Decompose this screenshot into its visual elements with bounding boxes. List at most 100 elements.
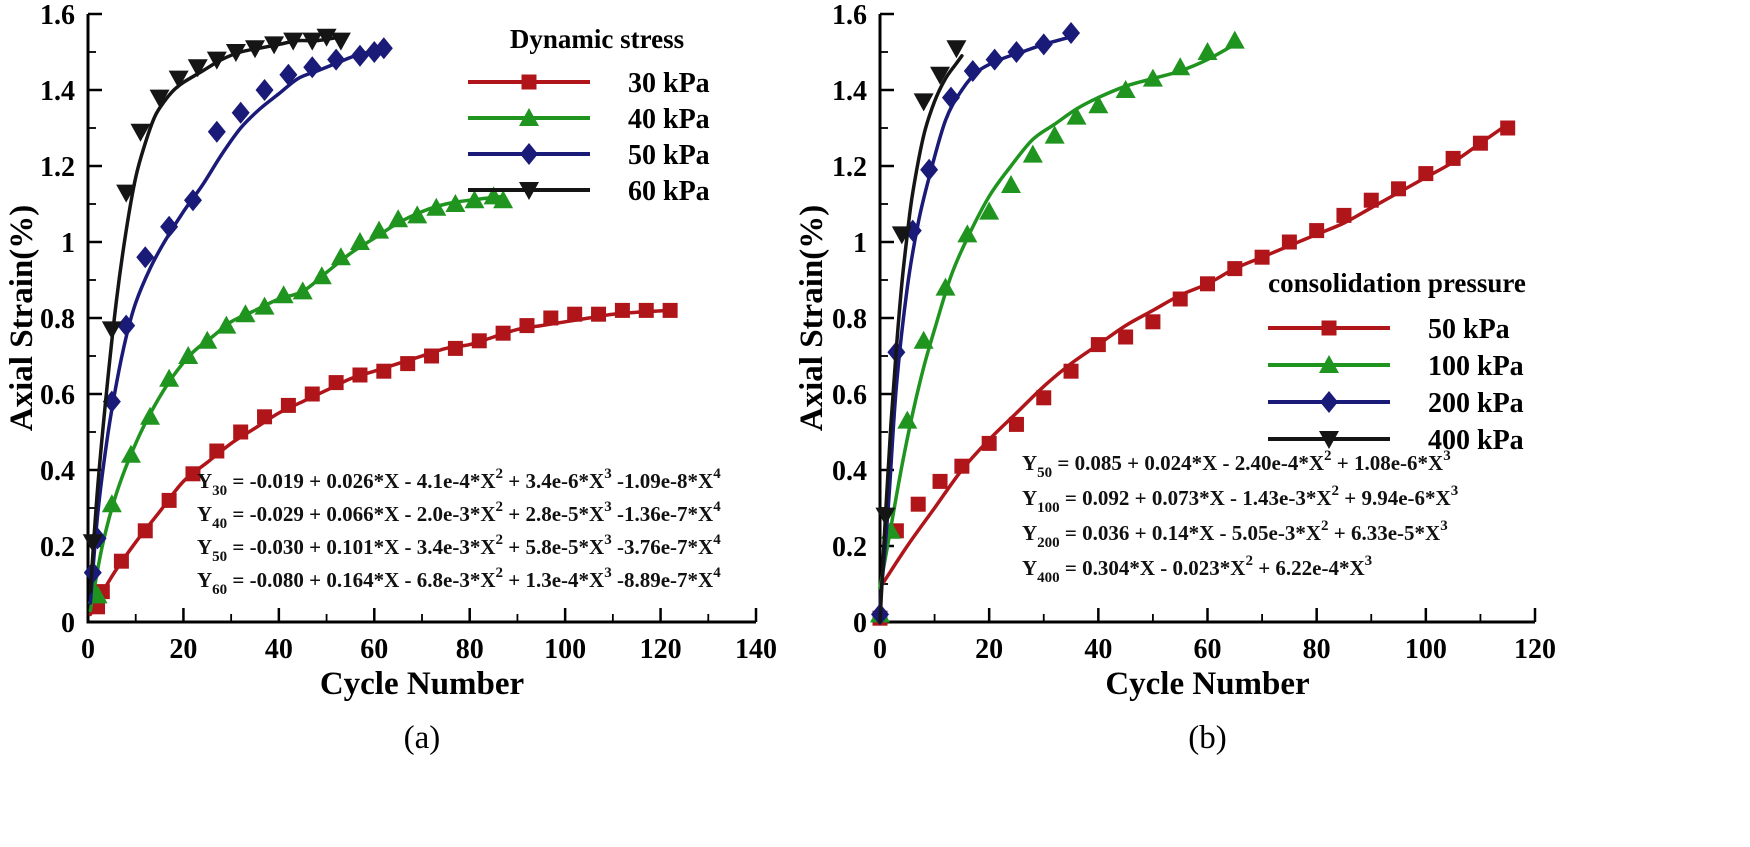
square-marker [1090, 337, 1106, 353]
series-400-kPa [875, 40, 967, 624]
square-marker [1200, 276, 1215, 292]
fit-equation: Y50 = -0.030 + 0.101*X - 3.4e-3*X2 + 5.8… [197, 532, 721, 565]
triangle-up-marker [1001, 175, 1021, 193]
diamond-marker [255, 79, 274, 101]
triangle-up-marker [1044, 125, 1065, 144]
series-40-kPa [87, 186, 514, 613]
triangle-up-marker [311, 266, 332, 285]
square-marker [352, 367, 368, 383]
triangle-up-marker [935, 277, 956, 296]
fit-equation: Y200 = 0.036 + 0.14*X - 5.05e-3*X2 + 6.3… [1022, 518, 1448, 551]
triangle-up-marker [897, 410, 918, 429]
triangle-up-marker [120, 444, 141, 463]
y-axis-title: Axial Strain(%) [794, 205, 830, 431]
axes: 0 20 40 60 80 100 120 0 0.2 0.4 0.6 0.8 1 1.2 1.4 1.6 Cy… [794, 0, 1556, 702]
triangle-down-marker [891, 226, 912, 245]
panel-caption: (a) [404, 720, 441, 756]
series-60-kPa [82, 28, 351, 594]
square-marker [471, 333, 487, 349]
square-marker [1445, 150, 1461, 166]
series-50-kPa [872, 120, 1516, 626]
square-marker [1418, 166, 1434, 182]
square-marker [614, 302, 630, 318]
x-tick-label: 20 [169, 634, 197, 665]
y-tick-label: 0.8 [832, 304, 867, 335]
triangle-down-marker [283, 32, 304, 51]
y-tick-label: 0.6 [40, 380, 75, 411]
triangle-up-marker [1319, 355, 1339, 373]
triangle-up-marker [273, 285, 294, 304]
triangle-down-marker [168, 70, 189, 89]
x-tick-label: 100 [544, 634, 586, 665]
triangle-up-marker [957, 224, 978, 243]
square-marker [1145, 314, 1161, 330]
triangle-up-marker [493, 190, 514, 209]
panel-caption: (b) [1188, 720, 1226, 756]
triangle-down-marker [330, 32, 351, 51]
y-tick-label: 0.2 [40, 532, 75, 563]
triangle-down-marker [930, 66, 951, 85]
square-marker [1500, 120, 1516, 136]
x-tick-label: 120 [1514, 634, 1556, 665]
legend-label: 200 kPa [1428, 388, 1524, 419]
square-marker [400, 356, 416, 372]
fit-equation: Y40 = -0.029 + 0.066*X - 2.0e-3*X2 + 2.8… [197, 499, 721, 532]
diamond-marker [1062, 22, 1081, 44]
diamond-marker [303, 56, 322, 79]
square-marker [209, 443, 225, 459]
legend-label: 400 kPa [1428, 425, 1524, 456]
triangle-down-marker [875, 507, 896, 526]
square-marker [1036, 390, 1052, 406]
square-marker [954, 458, 970, 474]
diamond-marker [136, 246, 155, 269]
square-marker [662, 302, 678, 318]
square-marker [257, 409, 273, 425]
triangle-up-marker [349, 232, 370, 250]
series-30-kPa [88, 302, 678, 617]
x-axis-title: Cycle Number [1105, 666, 1309, 702]
series-50-kPa [83, 37, 393, 605]
x-tick-label: 60 [360, 634, 388, 665]
diamond-marker [1007, 41, 1026, 63]
legend-label: 50 kPa [1428, 314, 1510, 345]
triangle-up-marker [369, 220, 390, 239]
legend-label: 50 kPa [628, 140, 710, 171]
x-tick-label: 40 [265, 634, 293, 665]
diamond-marker [183, 189, 202, 212]
square-marker [567, 306, 583, 322]
triangle-down-marker [206, 51, 227, 70]
y-tick-label: 1.2 [832, 152, 867, 183]
square-marker [137, 523, 153, 539]
diamond-marker [279, 63, 298, 86]
square-marker [1172, 291, 1188, 307]
triangle-down-marker [302, 32, 323, 51]
diamond-marker [207, 120, 226, 143]
diamond-marker [963, 60, 982, 82]
chart-panel-a: 0 20 40 60 80 100 120 140 0 0.2 0.4 0.6 0.8 1 1.2 1.4 1.… [0, 0, 790, 847]
triangle-down-marker [1319, 431, 1339, 449]
square-marker [932, 473, 948, 489]
chart-svg-a: 0 20 40 60 80 100 120 140 0 0.2 0.4 0.6 0.8 1 1.2 1.4 1.… [4, 0, 777, 756]
square-marker [1472, 135, 1488, 151]
y-tick-label: 1.2 [40, 152, 75, 183]
triangle-up-marker [178, 346, 199, 364]
triangle-up-marker [330, 247, 351, 266]
square-marker [1391, 181, 1407, 197]
square-marker [591, 306, 607, 322]
triangle-down-marker [519, 182, 539, 200]
triangle-down-marker [130, 123, 151, 142]
diamond-marker [231, 101, 250, 124]
square-marker [1309, 223, 1325, 239]
square-marker [1281, 234, 1297, 250]
square-marker [1254, 249, 1270, 265]
square-marker [543, 310, 559, 326]
square-marker [1336, 207, 1352, 223]
triangle-up-marker [140, 406, 161, 425]
y-tick-label: 0.8 [40, 304, 75, 335]
triangle-up-marker [1022, 144, 1043, 163]
square-marker [233, 424, 249, 440]
triangle-up-marker [1088, 95, 1109, 114]
x-tick-label: 0 [873, 634, 887, 665]
triangle-up-marker [388, 209, 409, 228]
y-tick-label: 0.4 [40, 456, 75, 487]
